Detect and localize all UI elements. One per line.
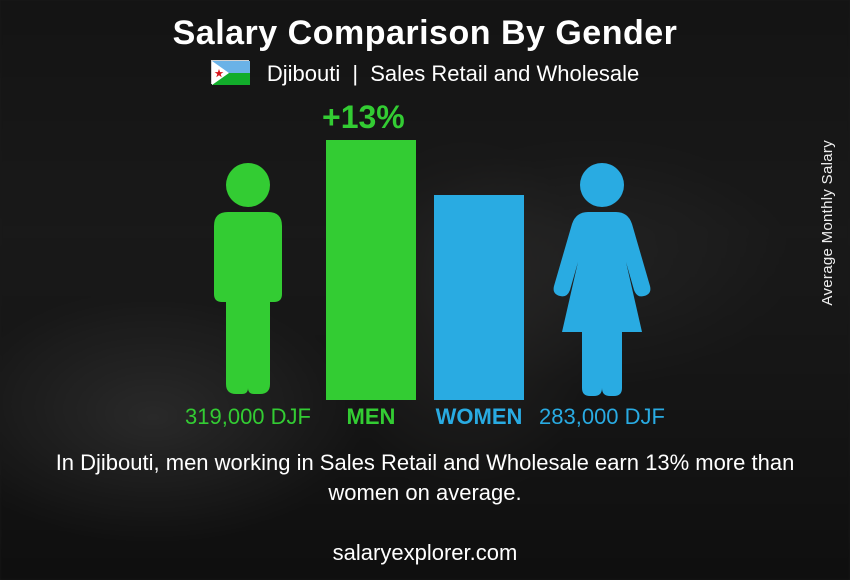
women-bar bbox=[434, 195, 524, 400]
man-icon bbox=[188, 160, 308, 400]
sector-name: Sales Retail and Wholesale bbox=[370, 61, 639, 86]
description-text: In Djibouti, men working in Sales Retail… bbox=[50, 448, 800, 507]
main-title: Salary Comparison By Gender bbox=[0, 14, 850, 53]
men-salary: 319,000 DJF bbox=[158, 404, 338, 430]
men-label: MEN bbox=[326, 404, 416, 430]
djibouti-flag-icon bbox=[211, 60, 249, 84]
subtitle-row: Djibouti | Sales Retail and Wholesale bbox=[0, 60, 850, 87]
comparison-chart: +13% MEN WOMEN 319,000 DJF 283,000 DJF bbox=[70, 100, 780, 430]
woman-icon bbox=[542, 160, 662, 400]
separator: | bbox=[352, 61, 358, 86]
men-bar bbox=[326, 140, 416, 400]
footer-source: salaryexplorer.com bbox=[0, 540, 850, 566]
percentage-difference: +13% bbox=[322, 99, 405, 136]
infographic-stage: Salary Comparison By Gender Djibouti | S… bbox=[0, 0, 850, 580]
women-label: WOMEN bbox=[434, 404, 524, 430]
country-name: Djibouti bbox=[267, 61, 340, 86]
y-axis-label: Average Monthly Salary bbox=[819, 140, 836, 306]
women-salary: 283,000 DJF bbox=[512, 404, 692, 430]
